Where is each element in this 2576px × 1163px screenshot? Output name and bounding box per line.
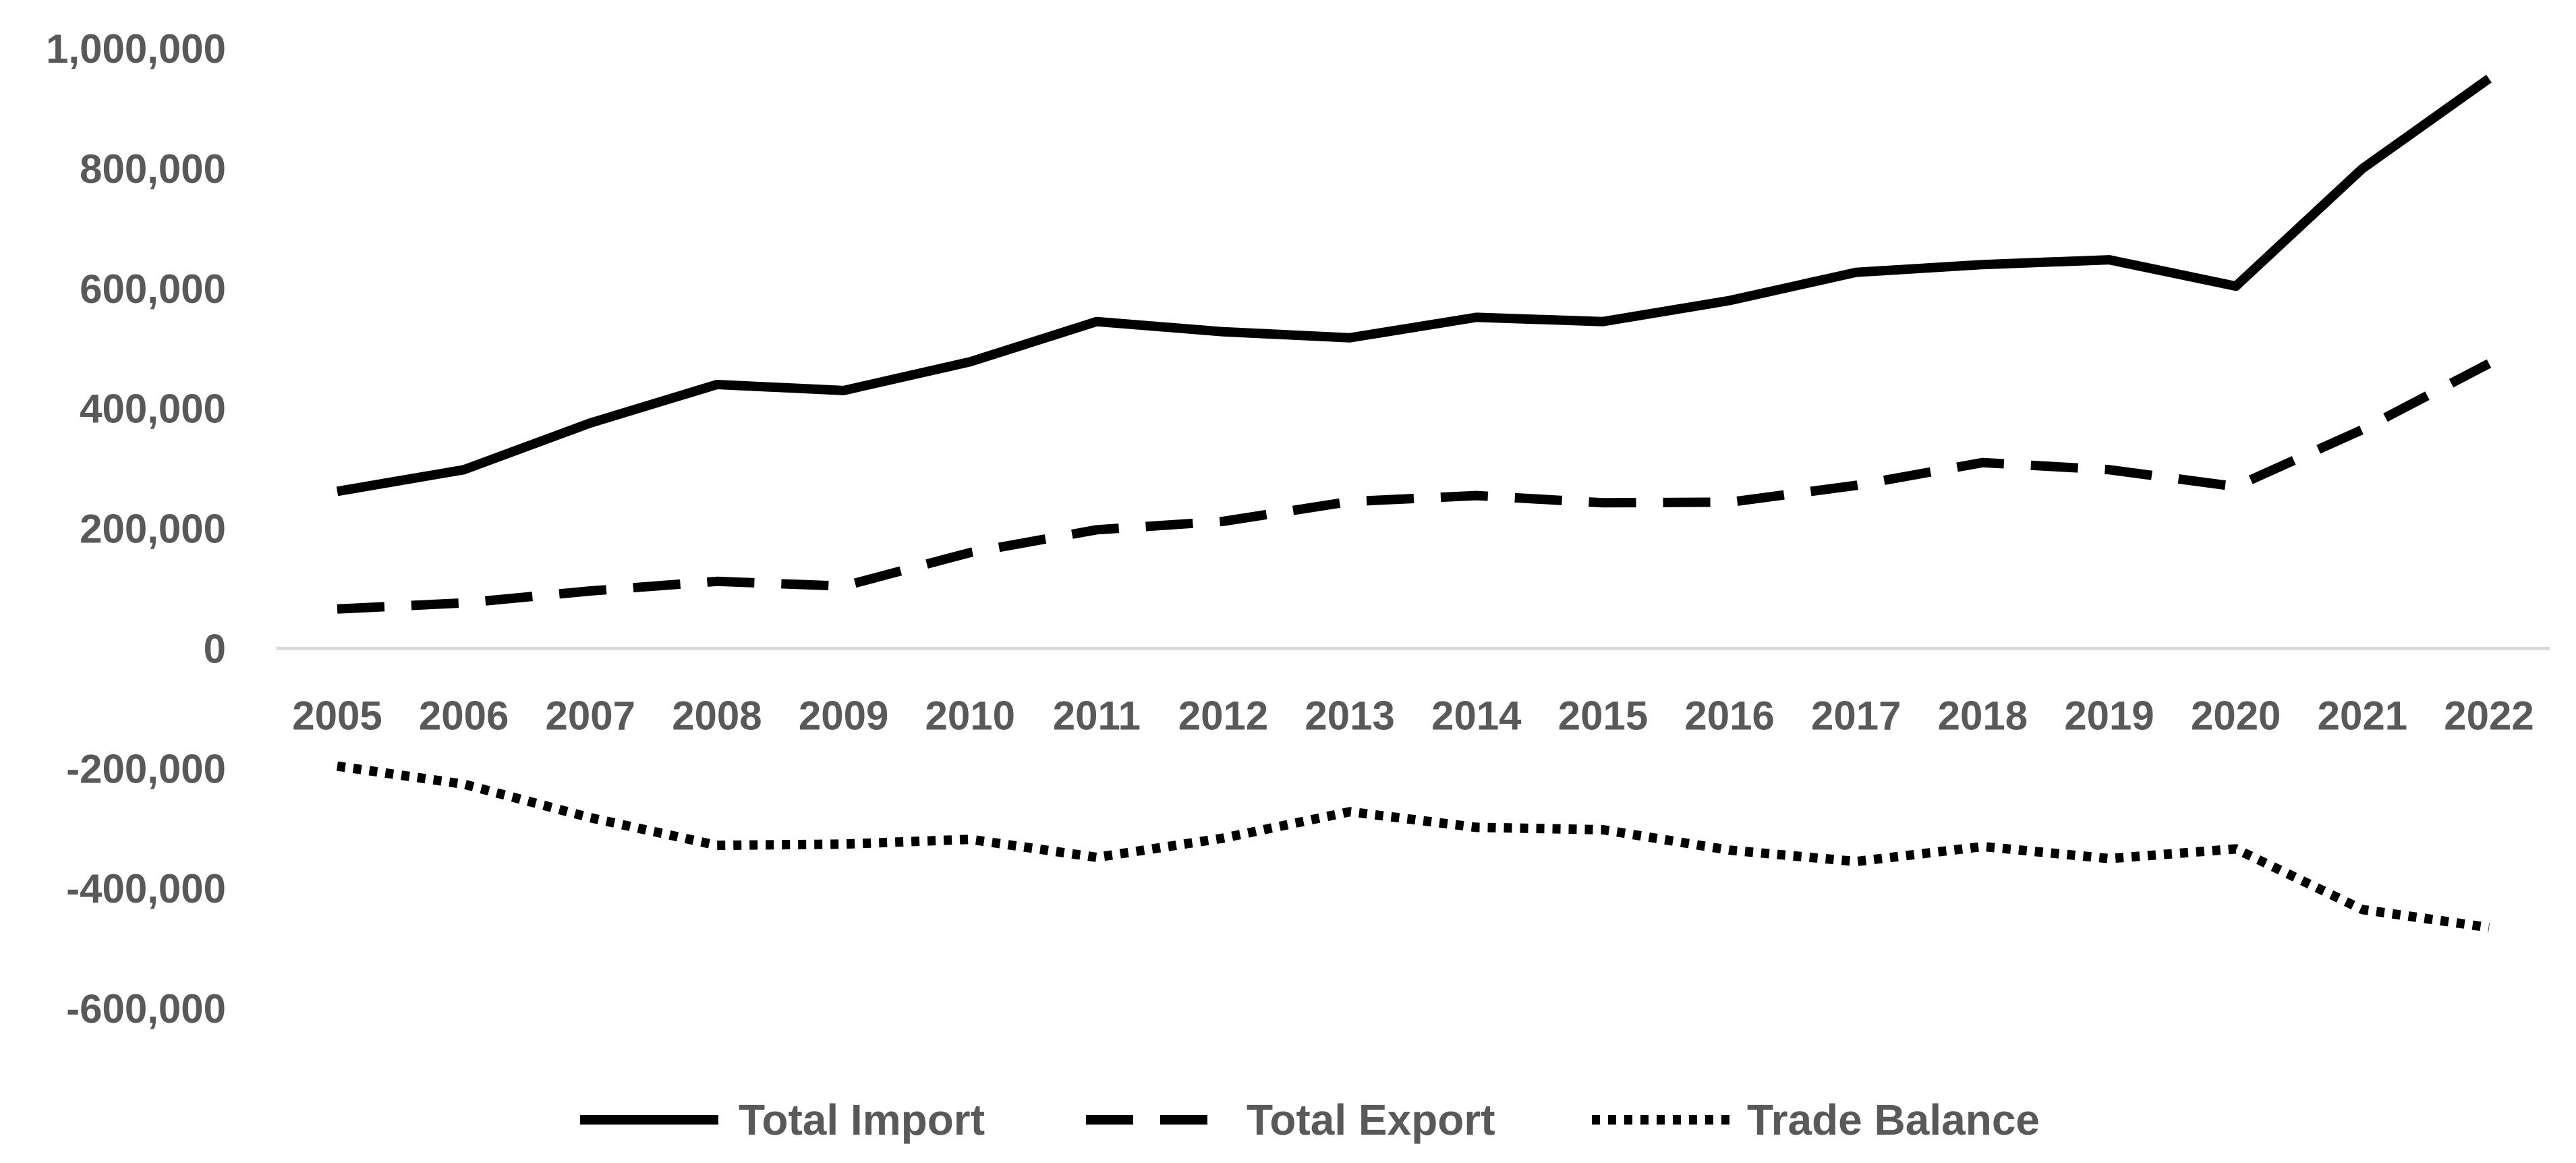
x-tick-label: 2008 bbox=[672, 693, 762, 738]
x-tick-label: 2009 bbox=[799, 693, 888, 738]
data-point bbox=[969, 839, 971, 840]
x-tick-label: 2005 bbox=[292, 693, 382, 738]
x-tick-label: 2021 bbox=[2318, 693, 2407, 738]
y-tick-label: 600,000 bbox=[80, 266, 226, 312]
x-tick-label: 2014 bbox=[1431, 693, 1522, 738]
data-point bbox=[463, 783, 465, 785]
legend: Total Import Total Export Trade Balance bbox=[580, 1096, 2040, 1144]
x-tick-label: 2018 bbox=[1938, 693, 2028, 738]
y-tick-label: 200,000 bbox=[80, 507, 226, 552]
y-tick-label: 400,000 bbox=[80, 387, 226, 432]
x-tick-label: 2010 bbox=[925, 693, 1014, 738]
x-tick-label: 2006 bbox=[419, 693, 509, 738]
series-line-trade-balance bbox=[337, 761, 2490, 932]
legend-label: Total Export bbox=[1247, 1096, 1495, 1144]
data-point bbox=[843, 843, 845, 845]
y-tick-label: -200,000 bbox=[66, 746, 226, 791]
y-axis-labels: 1,000,000 800,000 600,000 400,000 200,000 0 -2… bbox=[46, 26, 226, 1031]
y-tick-label: 0 bbox=[204, 626, 226, 671]
legend-label: Total Import bbox=[739, 1096, 985, 1144]
x-tick-label: 2007 bbox=[546, 693, 635, 738]
data-point bbox=[2362, 429, 2363, 430]
x-tick-label: 2020 bbox=[2191, 693, 2281, 738]
y-tick-label: -600,000 bbox=[66, 986, 226, 1031]
y-tick-label: -400,000 bbox=[66, 866, 226, 911]
x-tick-label: 2015 bbox=[1558, 693, 1648, 738]
y-tick-label: 1,000,000 bbox=[46, 26, 226, 72]
data-point bbox=[843, 586, 845, 587]
data-point bbox=[1982, 846, 1983, 847]
x-tick-label: 2019 bbox=[2064, 693, 2154, 738]
legend-label: Trade Balance bbox=[1747, 1096, 2040, 1144]
x-tick-label: 2011 bbox=[1053, 693, 1141, 738]
data-point bbox=[2109, 858, 2110, 859]
series-line-total-import bbox=[336, 74, 2492, 497]
y-tick-label: 800,000 bbox=[80, 146, 226, 192]
data-point bbox=[2235, 486, 2237, 487]
x-tick-label: 2013 bbox=[1305, 693, 1394, 738]
x-tick-label: 2012 bbox=[1178, 693, 1268, 738]
series-lines bbox=[336, 74, 2492, 932]
data-point bbox=[463, 602, 465, 604]
data-point bbox=[1729, 501, 1730, 503]
data-point bbox=[1856, 861, 1857, 862]
x-tick-label: 2022 bbox=[2444, 693, 2534, 738]
x-tick-label: 2016 bbox=[1684, 693, 1774, 738]
x-tick-label: 2017 bbox=[1811, 693, 1901, 738]
data-point bbox=[1349, 501, 1350, 502]
series-line-total-export bbox=[337, 359, 2492, 614]
x-axis-labels: 2005 2006 2007 2008 2009 2010 2011 2012 2013 2014… bbox=[292, 693, 2534, 738]
